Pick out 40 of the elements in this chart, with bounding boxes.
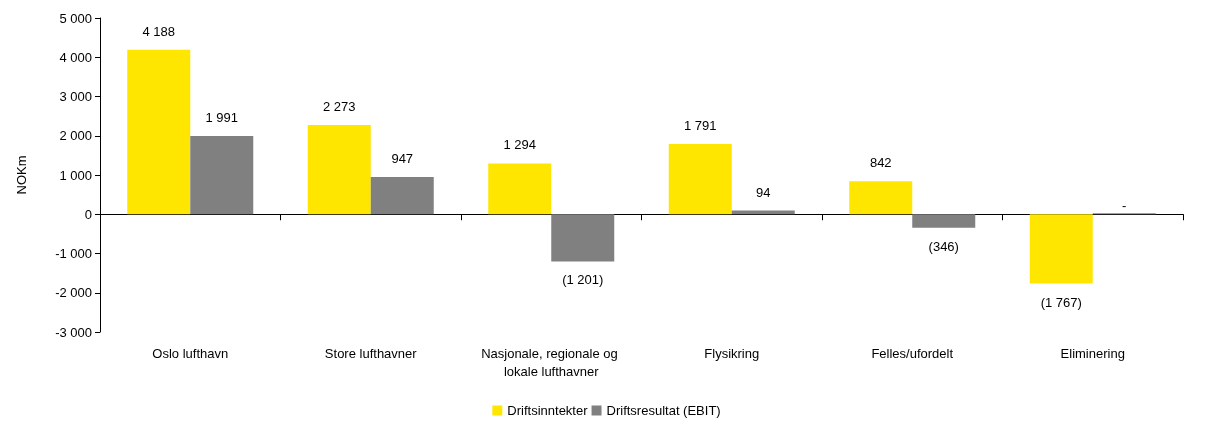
bar [912, 214, 976, 228]
y-tick-label: 3 000 [59, 89, 92, 104]
bar [551, 214, 615, 262]
data-label: 4 188 [142, 23, 176, 39]
bar [488, 163, 552, 215]
y-axis-title: NOKm [14, 155, 29, 195]
data-label: 2 273 [322, 99, 356, 115]
data-label: (1 767) [1040, 294, 1082, 310]
bar [1029, 214, 1093, 284]
x-tick-label: Nasjonale, regionale og lokale lufthavner [481, 345, 622, 379]
bar [668, 143, 732, 215]
bar [190, 136, 254, 215]
x-tick-label: Eliminering [1060, 345, 1125, 361]
y-tick-label: -1 000 [55, 246, 92, 261]
legend-label: Driftsinntekter [507, 403, 589, 418]
data-label: - [1122, 198, 1127, 214]
bar [849, 181, 913, 215]
data-label: 1 991 [205, 110, 239, 126]
data-label: 1 791 [683, 117, 717, 133]
data-label: 1 294 [503, 137, 537, 153]
y-tick-label: 0 [84, 206, 92, 222]
y-tick-label: 1 000 [59, 167, 92, 183]
data-label: (346) [928, 238, 959, 254]
bar [307, 125, 371, 215]
data-label: 947 [391, 151, 414, 167]
data-label: 94 [756, 184, 771, 200]
y-tick-label: 2 000 [59, 128, 92, 144]
legend-label: Driftsresultat (EBIT) [606, 403, 721, 418]
y-tick-label: -3 000 [55, 324, 92, 340]
bar [370, 177, 434, 215]
x-tick-label: Flysikring [704, 345, 760, 361]
y-tick-label: 4 000 [59, 49, 92, 65]
x-tick-label: Store lufthavner [324, 345, 418, 361]
y-tick-label: -2 000 [55, 285, 92, 301]
data-label: (1 201) [562, 272, 604, 288]
data-label: 842 [869, 155, 892, 171]
y-tick-label: 5 000 [59, 10, 92, 26]
bar [127, 49, 191, 215]
x-tick-label: Oslo lufthavn [152, 345, 229, 361]
x-tick-label: Felles/ufordelt [871, 345, 954, 361]
